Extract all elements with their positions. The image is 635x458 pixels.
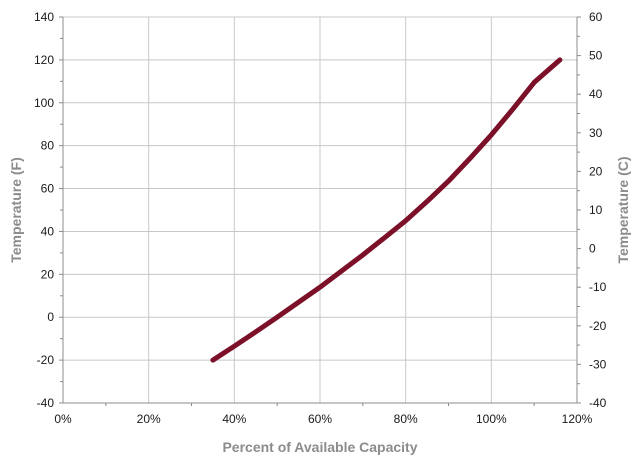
- y-left-tick-label: 80: [41, 139, 55, 153]
- y-left-tick-label: 60: [41, 182, 55, 196]
- x-tick-label: 60%: [308, 412, 332, 426]
- y-axis-right-title: Temperature (C): [615, 156, 631, 263]
- y-right-tick-label: 20: [589, 164, 603, 178]
- y-right-tick-label: -10: [589, 280, 607, 294]
- y-right-tick-label: 10: [589, 203, 603, 217]
- y-left-tick-label: -20: [37, 353, 55, 367]
- grid: [63, 17, 577, 403]
- y-right-tick-label: -40: [589, 396, 607, 410]
- series-line: [213, 60, 560, 360]
- series-layer: [213, 60, 560, 360]
- y-left-tick-label: 0: [47, 310, 54, 324]
- y-left-tick-label: -40: [37, 396, 55, 410]
- x-axis-title: Percent of Available Capacity: [222, 439, 417, 455]
- y-right-tick-label: 0: [589, 242, 596, 256]
- y-left-tick-label: 40: [41, 224, 55, 238]
- x-tick-label: 80%: [394, 412, 418, 426]
- y-right-tick-label: 30: [589, 126, 603, 140]
- y-left-tick-label: 20: [41, 267, 55, 281]
- x-tick-label: 20%: [137, 412, 161, 426]
- y-axis-left-title: Temperature (F): [8, 157, 24, 263]
- y-left-tick-label: 100: [34, 96, 54, 110]
- x-tick-label: 120%: [562, 412, 593, 426]
- y-right-tick-label: 40: [589, 87, 603, 101]
- y-right-tick-label: -20: [589, 319, 607, 333]
- x-tick-label: 0%: [54, 412, 72, 426]
- y-right-tick-label: -30: [589, 357, 607, 371]
- y-left-tick-label: 140: [34, 10, 54, 24]
- y-right-tick-label: 60: [589, 10, 603, 24]
- y-right-tick-label: 50: [589, 49, 603, 63]
- x-tick-label: 40%: [222, 412, 246, 426]
- x-tick-label: 100%: [476, 412, 507, 426]
- y-left-tick-label: 120: [34, 53, 54, 67]
